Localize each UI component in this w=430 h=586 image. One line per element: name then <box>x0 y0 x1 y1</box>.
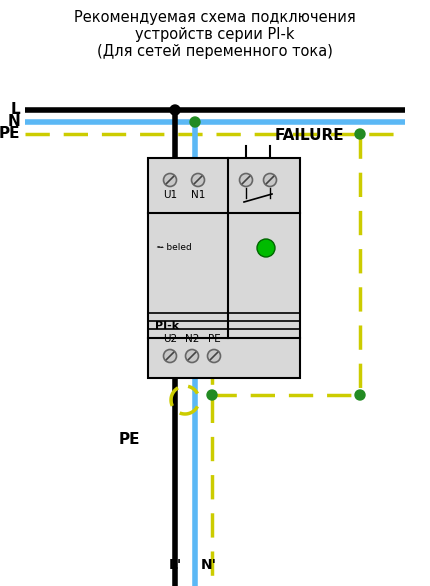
Text: Рекомендуемая схема подключения: Рекомендуемая схема подключения <box>74 10 355 25</box>
Circle shape <box>191 173 204 186</box>
Text: L': L' <box>168 558 181 572</box>
Text: PI-k: PI-k <box>155 321 179 331</box>
Circle shape <box>190 117 200 127</box>
Text: U2: U2 <box>163 334 177 344</box>
Circle shape <box>256 239 274 257</box>
Circle shape <box>163 349 176 363</box>
Text: L: L <box>10 103 20 118</box>
Text: U1: U1 <box>163 190 177 200</box>
Circle shape <box>207 349 220 363</box>
Circle shape <box>354 390 364 400</box>
Text: (Для сетей переменного тока): (Для сетей переменного тока) <box>97 44 332 59</box>
Text: N2: N2 <box>184 334 199 344</box>
Circle shape <box>185 349 198 363</box>
Text: устройств серии PI-k: устройств серии PI-k <box>135 27 294 42</box>
Circle shape <box>263 173 276 186</box>
Circle shape <box>163 173 176 186</box>
Text: FAILURE: FAILURE <box>274 128 344 143</box>
Text: N: N <box>7 114 20 130</box>
Text: ~̶ beled: ~̶ beled <box>156 244 191 253</box>
Circle shape <box>239 173 252 186</box>
Text: N': N' <box>200 558 216 572</box>
Circle shape <box>206 390 216 400</box>
Text: PE: PE <box>207 334 220 344</box>
Text: N1: N1 <box>190 190 205 200</box>
Bar <box>147 158 299 378</box>
Text: PE: PE <box>118 432 140 448</box>
Circle shape <box>354 129 364 139</box>
Circle shape <box>169 105 180 115</box>
Text: PE: PE <box>0 127 20 141</box>
